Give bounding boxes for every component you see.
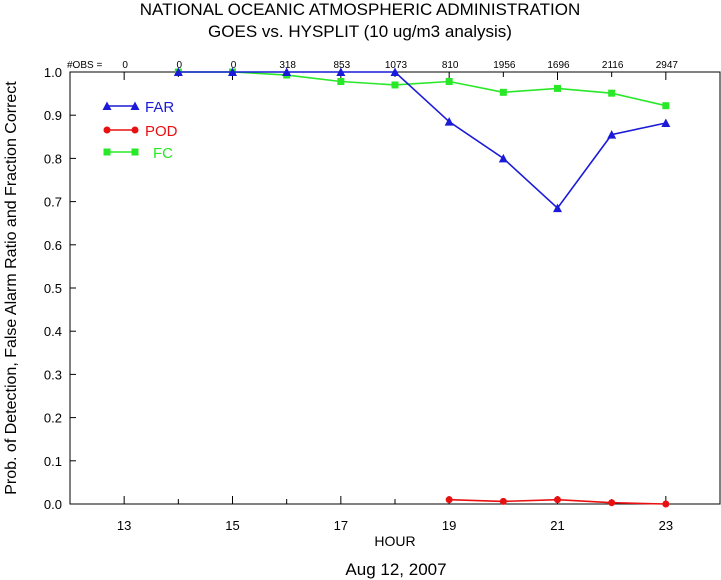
y-axis-label: Prob. of Detection, False Alarm Ratio an…: [3, 81, 20, 495]
series-far: [173, 67, 671, 213]
legend-marker-pod: [103, 126, 111, 134]
data-point-pod: [554, 496, 561, 504]
x-tick-label: 13: [117, 518, 131, 533]
legend-label-far: FAR: [145, 99, 174, 116]
series-line-fc: [178, 71, 667, 107]
data-point-far: [553, 203, 562, 213]
data-point-fc: [499, 88, 507, 96]
obs-count: 810: [442, 60, 459, 71]
legend-marker-fc: [131, 148, 139, 156]
data-point-pod: [499, 497, 507, 505]
chart-title: NATIONAL OCEANIC ATMOSPHERIC ADMINISTRAT…: [140, 0, 580, 19]
data-point-far: [282, 67, 292, 76]
x-tick-label: 17: [334, 518, 348, 533]
y-tick-label: 0.6: [44, 238, 62, 253]
x-axis-label: HOUR: [374, 533, 415, 549]
chart-subtitle: GOES vs. HYSPLIT (10 ug/m3 analysis): [208, 22, 512, 41]
obs-count: 318: [279, 60, 296, 71]
data-point-far: [498, 153, 508, 163]
date-label: Aug 12, 2007: [345, 560, 446, 579]
data-point-fc: [337, 78, 345, 86]
data-point-far: [444, 117, 454, 126]
obs-label: #OBS =: [67, 60, 102, 71]
series-fc: [174, 68, 670, 110]
legend-label-pod: POD: [145, 123, 178, 140]
data-point-far: [173, 67, 183, 76]
data-point-pod: [662, 500, 670, 508]
y-tick-label: 0.9: [44, 108, 62, 123]
data-point-far: [390, 67, 400, 76]
data-point-fc: [554, 84, 561, 92]
x-tick-label: 19: [442, 518, 456, 533]
data-point-far: [336, 67, 346, 76]
obs-count: 0: [177, 60, 183, 71]
obs-count: 1073: [385, 60, 408, 71]
legend-label-fc: FC: [153, 145, 173, 162]
obs-count: 853: [333, 60, 350, 71]
data-point-far: [661, 118, 671, 127]
y-tick-label: 0.2: [44, 411, 62, 426]
y-tick-label: 0.8: [44, 151, 62, 166]
y-tick-label: 0.7: [44, 195, 62, 210]
y-tick-label: 1.0: [44, 65, 62, 80]
x-tick-label: 15: [225, 518, 239, 533]
data-point-far: [228, 67, 237, 76]
y-tick-label: 0.3: [44, 367, 62, 382]
y-tick-label: 0.4: [44, 324, 62, 339]
legend-marker-far: [130, 101, 140, 110]
obs-count: 1696: [547, 60, 570, 71]
data-point-pod: [608, 499, 616, 507]
legend-marker-far: [102, 101, 112, 110]
legend-marker-fc: [103, 148, 111, 156]
x-tick-label: 21: [550, 518, 564, 533]
obs-count: 1956: [493, 60, 516, 71]
data-point-fc: [608, 89, 616, 97]
y-tick-label: 0.0: [44, 497, 62, 512]
x-tick-label: 23: [659, 518, 673, 533]
legend: FAR POD FC: [102, 99, 178, 162]
series-line-far: [178, 71, 667, 210]
y-tick-label: 0.5: [44, 281, 62, 296]
obs-count: 0: [231, 60, 237, 71]
data-point-pod: [445, 496, 453, 504]
legend-marker-pod: [131, 126, 139, 134]
obs-count: 2947: [656, 60, 679, 71]
data-point-fc: [445, 78, 453, 86]
series-pod: [445, 496, 670, 508]
data-point-fc: [391, 81, 399, 89]
obs-count: 0: [122, 60, 128, 71]
y-tick-label: 0.1: [44, 454, 62, 469]
data-point-fc: [662, 102, 670, 110]
data-point-far: [607, 130, 617, 139]
obs-count: 2116: [602, 60, 624, 71]
